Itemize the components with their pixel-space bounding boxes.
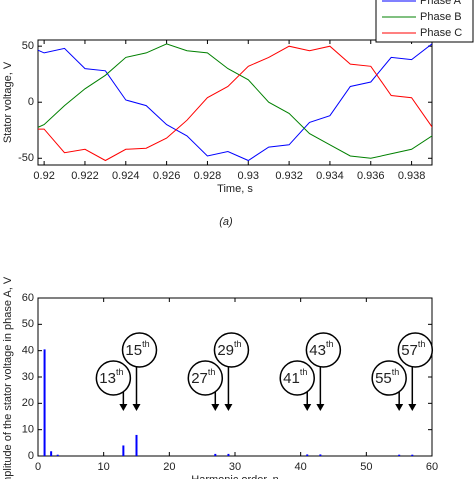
annotation-label: 55th bbox=[375, 367, 399, 387]
annotation-number: 57 bbox=[401, 342, 418, 359]
x-axis-label: Harmonic order, n bbox=[191, 474, 278, 479]
annotation-number: 43 bbox=[309, 342, 326, 359]
annotation-circle bbox=[213, 332, 250, 368]
x-tick-label: 0.932 bbox=[275, 170, 303, 182]
y-tick-label: 0 bbox=[28, 96, 34, 108]
annotation-suffix: th bbox=[326, 339, 334, 349]
x-tick-label: 0 bbox=[35, 461, 41, 473]
x-tick-label: 20 bbox=[163, 461, 175, 473]
annotation-label: 15th bbox=[125, 339, 149, 359]
y-tick-label: 50 bbox=[22, 40, 34, 52]
legend-label: Phase A bbox=[420, 0, 462, 7]
annotation-number: 55 bbox=[375, 370, 392, 387]
annotation-suffix: th bbox=[392, 367, 400, 377]
x-tick-label: 0.928 bbox=[194, 170, 222, 182]
annotation-arrowhead bbox=[395, 404, 404, 411]
annotation-circle bbox=[279, 360, 315, 396]
y-tick-label: 10 bbox=[22, 424, 34, 436]
annotation-arrowhead bbox=[316, 404, 325, 411]
annotation-label: 57th bbox=[401, 339, 425, 359]
annotation-circle bbox=[95, 360, 132, 396]
annotation-label: 13th bbox=[99, 367, 123, 387]
x-tick-label: 0.922 bbox=[71, 170, 99, 182]
annotation-suffix: th bbox=[116, 367, 124, 377]
x-tick-label: 60 bbox=[426, 461, 438, 473]
legend-box bbox=[375, 0, 474, 43]
y-axis-label: Amplitude of the stator voltage in phase… bbox=[2, 276, 14, 479]
x-tick-label: 10 bbox=[98, 461, 110, 473]
y-tick-label: -50 bbox=[18, 152, 34, 164]
y-tick-label: 30 bbox=[22, 371, 34, 383]
annotation-circle bbox=[121, 332, 158, 368]
x-tick-label: 0.934 bbox=[316, 170, 344, 182]
x-tick-label: 30 bbox=[229, 461, 241, 473]
caption: (a) bbox=[219, 216, 233, 228]
annotation-arrowhead bbox=[132, 404, 141, 411]
annotation-suffix: th bbox=[300, 367, 308, 377]
x-tick-label: 0.92 bbox=[33, 170, 54, 182]
annotation-label: 27th bbox=[191, 367, 215, 387]
annotation-circle bbox=[371, 360, 407, 396]
annotation-suffix: th bbox=[208, 367, 216, 377]
y-tick-label: 60 bbox=[22, 292, 34, 304]
y-tick-label: 20 bbox=[22, 397, 34, 409]
annotation-arrowhead bbox=[303, 404, 312, 411]
annotation-arrowhead bbox=[211, 404, 220, 411]
annotation-number: 41 bbox=[283, 370, 300, 387]
annotation-arrowhead bbox=[224, 404, 233, 411]
annotation-circle bbox=[187, 360, 224, 396]
lines bbox=[38, 43, 432, 162]
series-line bbox=[38, 43, 432, 162]
annotation-arrowhead bbox=[119, 404, 128, 411]
annotation-number: 15 bbox=[125, 342, 142, 359]
plot-area bbox=[37, 39, 433, 166]
annotation-suffix: th bbox=[142, 339, 150, 349]
x-tick-label: 0.93 bbox=[238, 170, 259, 182]
annotation-label: 41th bbox=[283, 367, 307, 387]
annotation-label: 29th bbox=[217, 339, 241, 359]
legend-label: Phase C bbox=[420, 27, 462, 39]
series-line bbox=[38, 45, 432, 162]
x-axis-label: Time, s bbox=[217, 183, 253, 195]
x-tick-label: 50 bbox=[360, 461, 372, 473]
x-tick-label: 0.924 bbox=[112, 170, 140, 182]
annotation-circle bbox=[305, 332, 342, 368]
annotation-suffix: th bbox=[234, 339, 242, 349]
y-tick-label: 0 bbox=[28, 450, 34, 462]
x-tick-label: 40 bbox=[295, 461, 307, 473]
annotation-number: 13 bbox=[99, 370, 116, 387]
annotation-label: 43th bbox=[309, 339, 333, 359]
annotation-number: 29 bbox=[217, 342, 234, 359]
x-tick-label: 0.926 bbox=[153, 170, 181, 182]
annotation-number: 27 bbox=[191, 370, 208, 387]
y-tick-label: 50 bbox=[22, 318, 34, 330]
y-axis-label: Stator voltage, V bbox=[2, 61, 14, 143]
annotation-circle bbox=[397, 332, 434, 368]
x-tick-label: 0.938 bbox=[398, 170, 426, 182]
annotation-arrowhead bbox=[408, 404, 417, 411]
legend-label: Phase B bbox=[420, 11, 462, 23]
annotation-suffix: th bbox=[418, 339, 426, 349]
y-tick-label: 40 bbox=[22, 345, 34, 357]
x-tick-label: 0.936 bbox=[357, 170, 385, 182]
series-line bbox=[38, 43, 432, 159]
